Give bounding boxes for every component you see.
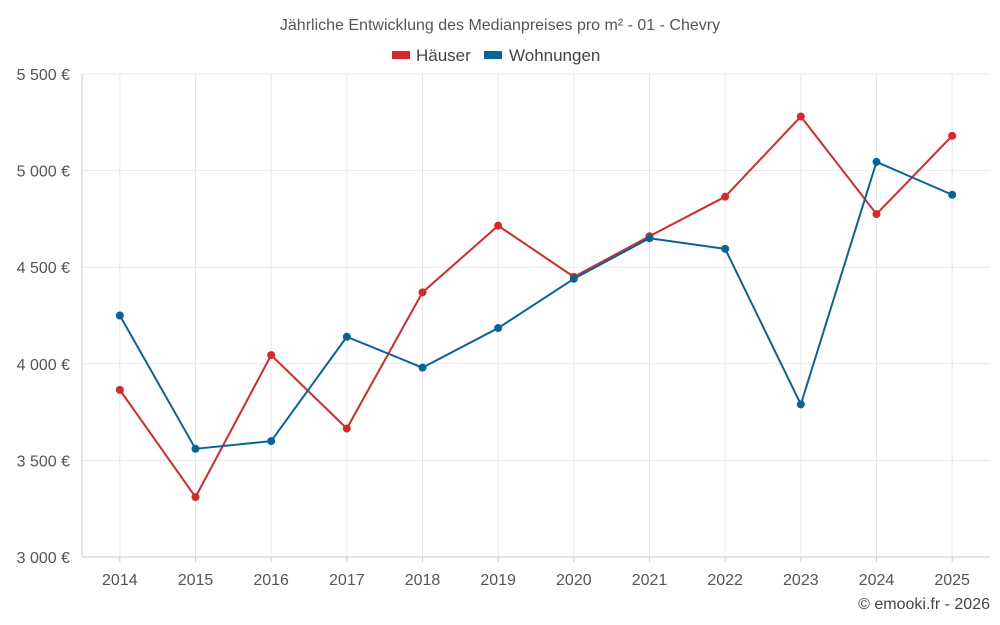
data-point-haeuser[interactable] bbox=[948, 131, 957, 140]
series-line-wohnungen bbox=[118, 160, 953, 450]
data-point-haeuser[interactable] bbox=[418, 288, 427, 297]
legend-item-haeuser[interactable]: Häuser bbox=[392, 46, 471, 65]
data-point-wohnungen[interactable] bbox=[115, 311, 124, 320]
legend-item-wohnungen[interactable]: Wohnungen bbox=[484, 46, 600, 65]
series-line-haeuser bbox=[119, 115, 953, 499]
x-tick-label: 2024 bbox=[859, 572, 895, 589]
grid bbox=[82, 73, 990, 558]
chart-title: Jährliche Entwicklung des Medianpreises … bbox=[280, 17, 720, 34]
data-point-wohnungen[interactable] bbox=[191, 444, 200, 453]
series-layer bbox=[115, 112, 957, 502]
data-point-wohnungen[interactable] bbox=[267, 437, 276, 446]
legend: Häuser Wohnungen bbox=[392, 46, 600, 65]
data-point-haeuser[interactable] bbox=[721, 192, 730, 201]
y-tick-label: 5 000 € bbox=[17, 164, 70, 181]
legend-label-haeuser: Häuser bbox=[416, 46, 471, 65]
data-point-haeuser[interactable] bbox=[872, 210, 881, 219]
data-point-wohnungen[interactable] bbox=[948, 190, 957, 199]
y-tick-label: 5 500 € bbox=[17, 67, 70, 84]
x-tick-label: 2016 bbox=[253, 572, 289, 589]
data-point-haeuser[interactable] bbox=[342, 424, 351, 433]
data-point-haeuser[interactable] bbox=[494, 221, 503, 230]
data-point-wohnungen[interactable] bbox=[721, 244, 730, 253]
data-point-haeuser[interactable] bbox=[267, 351, 276, 360]
x-tick-label: 2019 bbox=[480, 572, 516, 589]
data-point-wohnungen[interactable] bbox=[494, 324, 503, 333]
data-point-wohnungen[interactable] bbox=[569, 274, 578, 283]
x-tick-label: 2021 bbox=[632, 572, 668, 589]
x-tick-label: 2023 bbox=[783, 572, 819, 589]
series-wohnungen bbox=[115, 157, 957, 453]
y-tick-label: 3 000 € bbox=[17, 550, 70, 567]
axes: 3 000 € 3 500 € 4 000 € 4 500 € 5 000 € 5 500… bbox=[17, 67, 990, 589]
data-point-haeuser[interactable] bbox=[191, 493, 200, 502]
data-point-wohnungen[interactable] bbox=[645, 234, 654, 243]
y-tick-label: 4 000 € bbox=[17, 357, 70, 374]
x-tick-label: 2015 bbox=[178, 572, 214, 589]
legend-swatch-wohnungen bbox=[484, 51, 502, 59]
x-tick-label: 2018 bbox=[405, 572, 441, 589]
legend-swatch-haeuser bbox=[392, 51, 410, 59]
y-tick-label: 3 500 € bbox=[17, 453, 70, 470]
data-point-wohnungen[interactable] bbox=[418, 363, 427, 372]
data-point-wohnungen[interactable] bbox=[796, 400, 805, 409]
y-tick-label: 4 500 € bbox=[17, 260, 70, 277]
data-point-haeuser[interactable] bbox=[796, 112, 805, 121]
x-tick-label: 2014 bbox=[102, 572, 138, 589]
data-point-haeuser[interactable] bbox=[115, 385, 124, 394]
data-point-wohnungen[interactable] bbox=[342, 332, 351, 341]
data-point-wohnungen[interactable] bbox=[872, 157, 881, 166]
x-tick-label: 2025 bbox=[934, 572, 970, 589]
x-tick-label: 2022 bbox=[707, 572, 743, 589]
x-tick-label: 2017 bbox=[329, 572, 365, 589]
credit-text: © emooki.fr - 2026 bbox=[858, 596, 990, 613]
x-tick-label: 2020 bbox=[556, 572, 592, 589]
legend-label-wohnungen: Wohnungen bbox=[509, 46, 600, 65]
